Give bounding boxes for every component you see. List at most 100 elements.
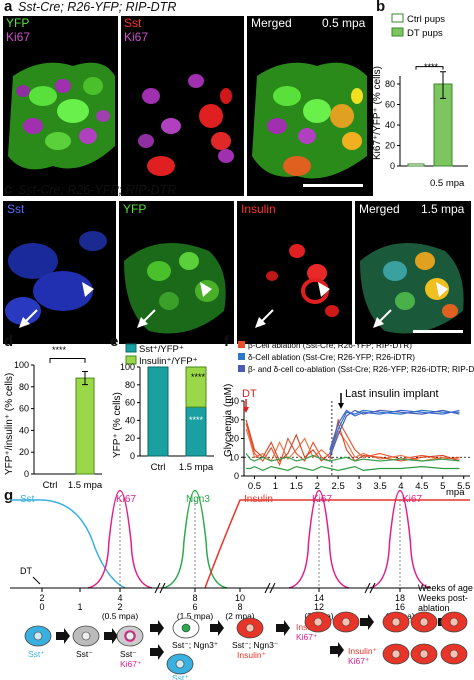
chart-f-xtick-label: 4 bbox=[398, 481, 403, 492]
chart-d-ytick-label: 0 bbox=[24, 469, 29, 479]
week-age-label: 8 bbox=[192, 593, 197, 603]
chart-f-annotation: Last insulin implant bbox=[345, 388, 439, 400]
micrograph-c-merged: Merged 1.5 mpa bbox=[355, 201, 471, 344]
curve-ki67-3 bbox=[369, 490, 431, 589]
cell-label-ins-ki67-c: Insulin⁺ bbox=[348, 646, 378, 656]
micrograph-c-yfp: YFP bbox=[119, 201, 234, 344]
arrow-g-8 bbox=[330, 642, 344, 658]
micrograph-a-yfp-ki67: YFP Ki67 bbox=[3, 16, 118, 196]
legend-e-sst-label: Sst⁺/YFP⁺ bbox=[139, 344, 184, 355]
panel-e-letter: e bbox=[110, 333, 119, 350]
chart-d: YFP⁺/insulin⁺ (% cells) 0 20 40 60 80 100 Ctrl… bbox=[4, 345, 103, 491]
axis-title-age: Weeks of age bbox=[418, 583, 473, 593]
week-post-label: 16 bbox=[395, 602, 405, 612]
legend-e-ins-swatch bbox=[125, 355, 137, 365]
cell-label-insulin: Insulin⁺ bbox=[237, 650, 267, 660]
week-age-label: 4 bbox=[117, 593, 122, 603]
cell-ins-6-nucleus bbox=[419, 649, 429, 659]
chart-b-ytick-label: 60 bbox=[385, 100, 395, 110]
cell-ins-dividing-1-nucleus bbox=[313, 617, 323, 627]
arrow-g-3 bbox=[150, 620, 164, 636]
chart-f-xtick-label: 1.5 bbox=[290, 481, 303, 492]
legend-b-dt-swatch bbox=[391, 27, 404, 37]
legend-f: β-Cell ablation (Sst-Cre; R26-YFP; RIP-D… bbox=[238, 341, 474, 374]
curve-label: Ki67 bbox=[402, 494, 422, 505]
chart-f-xtick-label: 4.5 bbox=[415, 481, 428, 492]
curve-label: Insulin bbox=[244, 494, 273, 505]
arrow-g-1 bbox=[56, 628, 70, 644]
img-c1-label: Sst bbox=[7, 202, 25, 216]
week-post-label: 8 bbox=[237, 602, 242, 612]
legend-f-co: β- and δ-cell co-ablation (Sst-Cre; R26-… bbox=[248, 365, 474, 374]
chart-e-ytick-label: 60 bbox=[125, 398, 135, 408]
chart-d-ytick-label: 60 bbox=[19, 404, 29, 414]
chart-e-bar-ctrl-sst bbox=[147, 366, 169, 457]
cell-label-sst-neg: Sst⁻ bbox=[76, 649, 93, 659]
legend-e-ins-label: Insulin⁺/YFP⁺ bbox=[139, 356, 198, 367]
cell-ins-5-nucleus bbox=[391, 649, 401, 659]
chart-b-signif: **** bbox=[424, 62, 439, 72]
chart-f-xtick-label: 0.5 bbox=[248, 481, 261, 492]
legend-f-swatch-co bbox=[238, 365, 245, 372]
chart-d-ytick-label: 40 bbox=[19, 425, 29, 435]
panel-c-letter: c bbox=[4, 181, 13, 198]
chart-b-ytick-label: 20 bbox=[385, 141, 395, 151]
chart-f-line-co-2 bbox=[329, 409, 460, 458]
curve-label: Ki67 bbox=[312, 494, 332, 505]
chart-b-ytick-label: 40 bbox=[385, 120, 395, 130]
chart-f-xtick-label: 1 bbox=[273, 481, 278, 492]
cell-ins-4-nucleus bbox=[419, 617, 429, 627]
chart-f-xtick-label: 3.5 bbox=[373, 481, 386, 492]
curve-label: Sst bbox=[20, 494, 35, 505]
legend-f-swatch-delta bbox=[238, 353, 245, 360]
cell-sst-pos-2-nucleus bbox=[175, 659, 185, 669]
cell-label-sst-ngn3-neg: Sst⁻; Ngn3⁻ bbox=[232, 640, 279, 650]
chart-e: Sst⁺/YFP⁺ Insulin⁺/YFP⁺ YFP⁺ (% cells) 0… bbox=[112, 343, 214, 473]
chart-e-signif-top: **** bbox=[191, 372, 206, 382]
panel-b-letter: b bbox=[376, 0, 386, 15]
week-post-mpa-label: (0.5 mpa) bbox=[102, 611, 139, 621]
cell-label-sst-pos-2: Sst⁺ bbox=[172, 673, 189, 680]
chart-f: β-Cell ablation (Sst-Cre; R26-YFP; RIP-D… bbox=[223, 341, 474, 498]
legend-e-sst-swatch bbox=[125, 343, 137, 353]
chart-e-signif-mid: **** bbox=[189, 415, 204, 425]
img-a2-label-sst: Sst bbox=[124, 16, 142, 30]
legend-f-swatch-beta bbox=[238, 341, 245, 348]
chart-f-ylabel: Glycaemia (mM) bbox=[223, 384, 234, 457]
curve-label: Ki67 bbox=[116, 494, 136, 505]
panel-d-letter: d bbox=[4, 333, 14, 350]
cell-dividing-ki67-ring bbox=[124, 630, 136, 642]
panel-c-title: Sst-Cre; R26-YFP; RIP-DTR bbox=[18, 183, 177, 197]
chart-f-line-co-3 bbox=[329, 409, 460, 450]
chart-f-dt-label: DT bbox=[242, 388, 257, 400]
chart-e-xtick-label: Ctrl bbox=[151, 462, 166, 473]
micrograph-c-insulin: Insulin bbox=[237, 201, 352, 344]
week-post-mpa-label: (2 mpa) bbox=[225, 611, 254, 621]
cell-ins-8-nucleus bbox=[449, 649, 459, 659]
chart-b-bar-ctrl bbox=[407, 163, 425, 167]
week-post-label: 1 bbox=[77, 602, 82, 612]
scale-bar bbox=[303, 184, 363, 187]
img-c4-label-merged: Merged bbox=[359, 202, 400, 216]
chart-e-ytick-label: 100 bbox=[120, 362, 135, 372]
chart-b: Ctrl pups DT pups Ki67⁺/YFP⁺ (% cells) 0… bbox=[372, 13, 468, 189]
week-post-mpa-label: (1.5 mpa) bbox=[177, 611, 214, 621]
arrow-g-2 bbox=[104, 628, 118, 644]
chart-b-xlabel: 0.5 mpa bbox=[430, 178, 465, 189]
cell-label-ins-ki67-b: Ki67⁺ bbox=[296, 632, 318, 642]
dt-arrow bbox=[32, 576, 41, 585]
chart-d-errorbar bbox=[82, 371, 88, 386]
chart-d-ytick-label: 20 bbox=[19, 447, 29, 457]
curve-sst bbox=[10, 499, 126, 589]
axis-break bbox=[364, 582, 376, 594]
chart-d-xtick-label: Ctrl bbox=[43, 480, 58, 491]
panel-f-letter: f bbox=[224, 333, 229, 350]
chart-f-ytick-label: 20 bbox=[229, 434, 239, 444]
chart-e-bar-1p5-ins bbox=[185, 366, 207, 408]
cell-label-ki67: Ki67⁺ bbox=[120, 659, 142, 669]
cell-ins-7-nucleus bbox=[449, 617, 459, 627]
chart-f-xtick-label: 5.5 bbox=[457, 481, 470, 492]
axis-break bbox=[264, 582, 276, 594]
chart-f-xtick-label: 2 bbox=[315, 481, 320, 492]
chart-d-signif: **** bbox=[52, 345, 67, 355]
